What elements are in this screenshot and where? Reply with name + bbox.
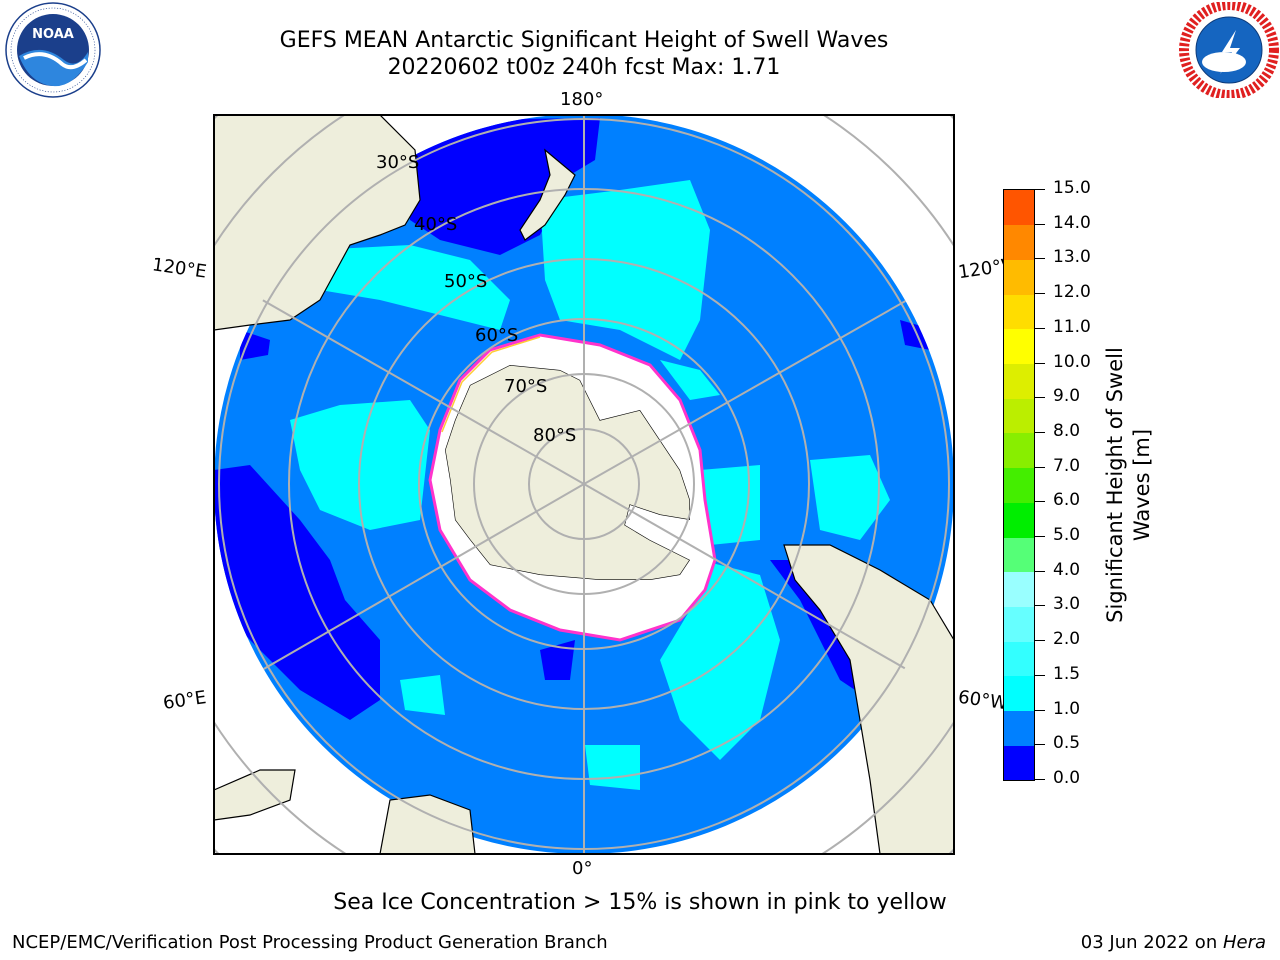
- footer-date: 03 Jun 2022 on Hera: [1081, 932, 1266, 953]
- colorbar-segment: [1004, 363, 1034, 399]
- lat-label-80s: 80°S: [533, 425, 577, 446]
- colorbar-tick-label: 12.0: [1053, 282, 1091, 303]
- colorbar-tick-label: 11.0: [1053, 316, 1091, 337]
- colorbar-tick-label: 7.0: [1053, 455, 1081, 476]
- moderate-swell-area: [400, 675, 445, 715]
- colorbar-tick-label: 15.0: [1053, 178, 1091, 198]
- colorbar-tick: [1035, 674, 1045, 676]
- colorbar-tick: [1035, 744, 1045, 746]
- colorbar-tick-label: 8.0: [1053, 420, 1081, 441]
- sea-ice-note: Sea Ice Concentration > 15% is shown in …: [333, 890, 947, 915]
- colorbar-segment: [1004, 745, 1034, 781]
- colorbar-segment: [1004, 328, 1034, 365]
- map-frame: [213, 114, 955, 855]
- footer-machine: Hera: [1222, 932, 1266, 953]
- low-swell-area: [214, 465, 380, 720]
- colorbar-tick: [1035, 258, 1045, 260]
- colorbar-tick-label: 5.0: [1053, 525, 1081, 546]
- colorbar-segment: [1004, 675, 1034, 712]
- sea-ice: [430, 335, 715, 640]
- colorbar-segment: [1004, 641, 1034, 677]
- colorbar-segment: [1004, 606, 1034, 642]
- colorbar-tick: [1035, 293, 1045, 295]
- lat-label-70s: 70°S: [504, 376, 548, 397]
- colorbar-tick: [1035, 709, 1045, 711]
- low-swell-area: [405, 118, 600, 255]
- chart-title: GEFS MEAN Antarctic Significant Height o…: [279, 28, 889, 53]
- colorbar-segment: [1004, 398, 1034, 434]
- lon-label-180: 180°: [560, 89, 604, 110]
- colorbar-tick-label: 3.0: [1053, 594, 1081, 615]
- colorbar-tick: [1035, 570, 1045, 572]
- madagascar: [214, 769, 296, 821]
- colorbar-tick: [1035, 327, 1045, 329]
- colorbar-title: Significant Height of Swell Waves [m]: [1102, 325, 1156, 645]
- colorbar-tick: [1035, 501, 1045, 503]
- moderate-swell-area: [540, 180, 710, 360]
- moderate-swell-area: [315, 245, 510, 330]
- colorbar-tick: [1035, 223, 1045, 225]
- colorbar-title-line1: Significant Height of Swell: [1103, 347, 1127, 623]
- low-swell-area: [240, 330, 270, 360]
- sea-ice-edge-inner: [441, 336, 541, 433]
- colorbar-tick: [1035, 362, 1045, 364]
- africa: [379, 794, 476, 854]
- colorbar-segment: [1004, 294, 1034, 330]
- colorbar-title-line2: Waves [m]: [1130, 428, 1154, 542]
- australia: [214, 115, 421, 331]
- new-zealand: [519, 148, 576, 241]
- colorbar-tick-label: 4.0: [1053, 559, 1081, 580]
- colorbar-tick: [1035, 397, 1045, 399]
- lon-label-0: 0°: [572, 858, 593, 879]
- moderate-swell-area: [700, 465, 760, 545]
- colorbar-tick: [1035, 779, 1045, 780]
- moderate-swell-area: [660, 360, 720, 400]
- colorbar-tick: [1035, 431, 1045, 433]
- colorbar-tick: [1035, 605, 1045, 607]
- colorbar-tick: [1035, 640, 1045, 642]
- colorbar-segment: [1004, 467, 1034, 503]
- chart-subtitle-run: 20220602 t00z 240h fcst Max: 1.71: [387, 55, 781, 80]
- colorbar-tick-label: 6.0: [1053, 490, 1081, 511]
- colorbar-tick-label: 0.5: [1053, 733, 1081, 754]
- noaa-logo: NOAA: [5, 2, 101, 98]
- moderate-swell-area: [810, 455, 890, 540]
- colorbar-tick: [1035, 536, 1045, 538]
- noaa-logo-text: NOAA: [32, 27, 74, 42]
- colorbar-segment: [1004, 502, 1034, 538]
- footer-date-text: 03 Jun 2022 on: [1080, 932, 1223, 953]
- colorbar-tick-label: 2.0: [1053, 629, 1081, 650]
- graticule: [214, 115, 954, 854]
- lat-label-50s: 50°S: [444, 271, 488, 292]
- lat-label-40s: 40°S: [414, 214, 458, 235]
- lat-label-30s: 30°S: [376, 152, 420, 173]
- colorbar-tick: [1035, 466, 1045, 468]
- colorbar-segment: [1004, 259, 1034, 295]
- colorbar-tick-label: 10.0: [1053, 351, 1091, 372]
- moderate-swell-area: [585, 745, 640, 790]
- colorbar-segment: [1004, 432, 1034, 469]
- colorbar-segment: [1004, 571, 1034, 607]
- colorbar-tick-label: 1.5: [1053, 663, 1081, 684]
- colorbar-segment: [1004, 224, 1034, 260]
- colorbar-tick: [1035, 189, 1045, 190]
- footer-credit: NCEP/EMC/Verification Post Processing Pr…: [12, 932, 608, 953]
- colorbar: [1003, 189, 1035, 781]
- colorbar-tick-label: 0.0: [1053, 768, 1081, 788]
- colorbar-segment: [1004, 190, 1034, 226]
- lat-label-60s: 60°S: [475, 325, 519, 346]
- nws-logo: [1179, 2, 1279, 98]
- colorbar-segment: [1004, 710, 1034, 746]
- colorbar-tick-label: 1.0: [1053, 698, 1081, 719]
- colorbar-tick-label: 13.0: [1053, 247, 1091, 268]
- colorbar-segment: [1004, 537, 1034, 573]
- low-swell-area: [540, 640, 575, 680]
- colorbar-tick-label: 14.0: [1053, 212, 1091, 233]
- colorbar-tick-label: 9.0: [1053, 386, 1081, 407]
